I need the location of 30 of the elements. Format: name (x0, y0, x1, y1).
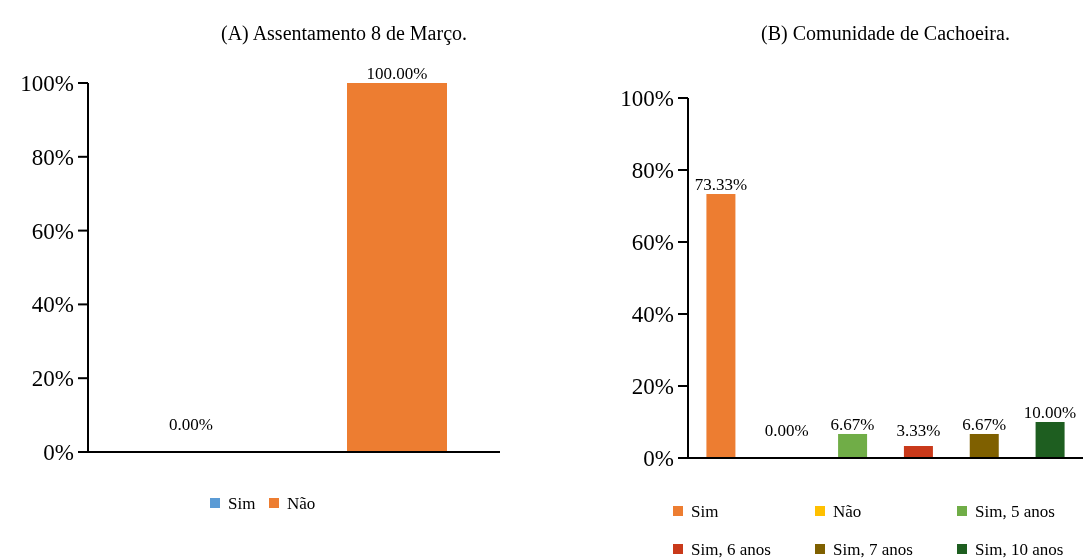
data-label: 3.33% (896, 421, 941, 440)
legend-label: Não (833, 501, 862, 521)
data-label: 10.00% (1023, 403, 1077, 422)
legend-label: Sim, 5 anos (975, 501, 1055, 521)
y-tick-label: 80% (31, 144, 74, 170)
y-tick-label: 100% (20, 71, 74, 97)
y-tick-label: 60% (631, 230, 674, 256)
legend-label: Sim, 6 anos (691, 539, 771, 559)
y-tick-label: 20% (31, 366, 74, 392)
legend-label: Sim, 7 anos (833, 539, 913, 559)
legend-label: Sim (691, 501, 719, 521)
legend-label: Sim (228, 493, 256, 513)
y-tick-label: 20% (631, 374, 674, 400)
chart-title: (B) Comunidade de Cachoeira. (761, 22, 1010, 45)
y-tick-label: 100% (620, 86, 674, 112)
data-label: 0.00% (764, 421, 809, 440)
y-tick-label: 40% (631, 302, 674, 328)
chart-title: (A) Assentamento 8 de Março. (220, 22, 468, 45)
data-label: 100.00% (366, 64, 428, 83)
data-label: 0.00% (169, 415, 213, 434)
y-tick-label: 0% (643, 446, 674, 472)
y-tick-label: 40% (31, 292, 74, 318)
data-label: 6.67% (962, 414, 1007, 434)
legend-label: Sim, 10 anos (975, 539, 1064, 559)
y-tick-label: 60% (31, 218, 74, 244)
data-label: 73.33% (694, 175, 748, 195)
legend-label: Não (287, 493, 316, 513)
data-label: 6.67% (830, 414, 875, 434)
y-tick-label: 0% (43, 440, 74, 466)
y-tick-label: 80% (631, 158, 674, 184)
